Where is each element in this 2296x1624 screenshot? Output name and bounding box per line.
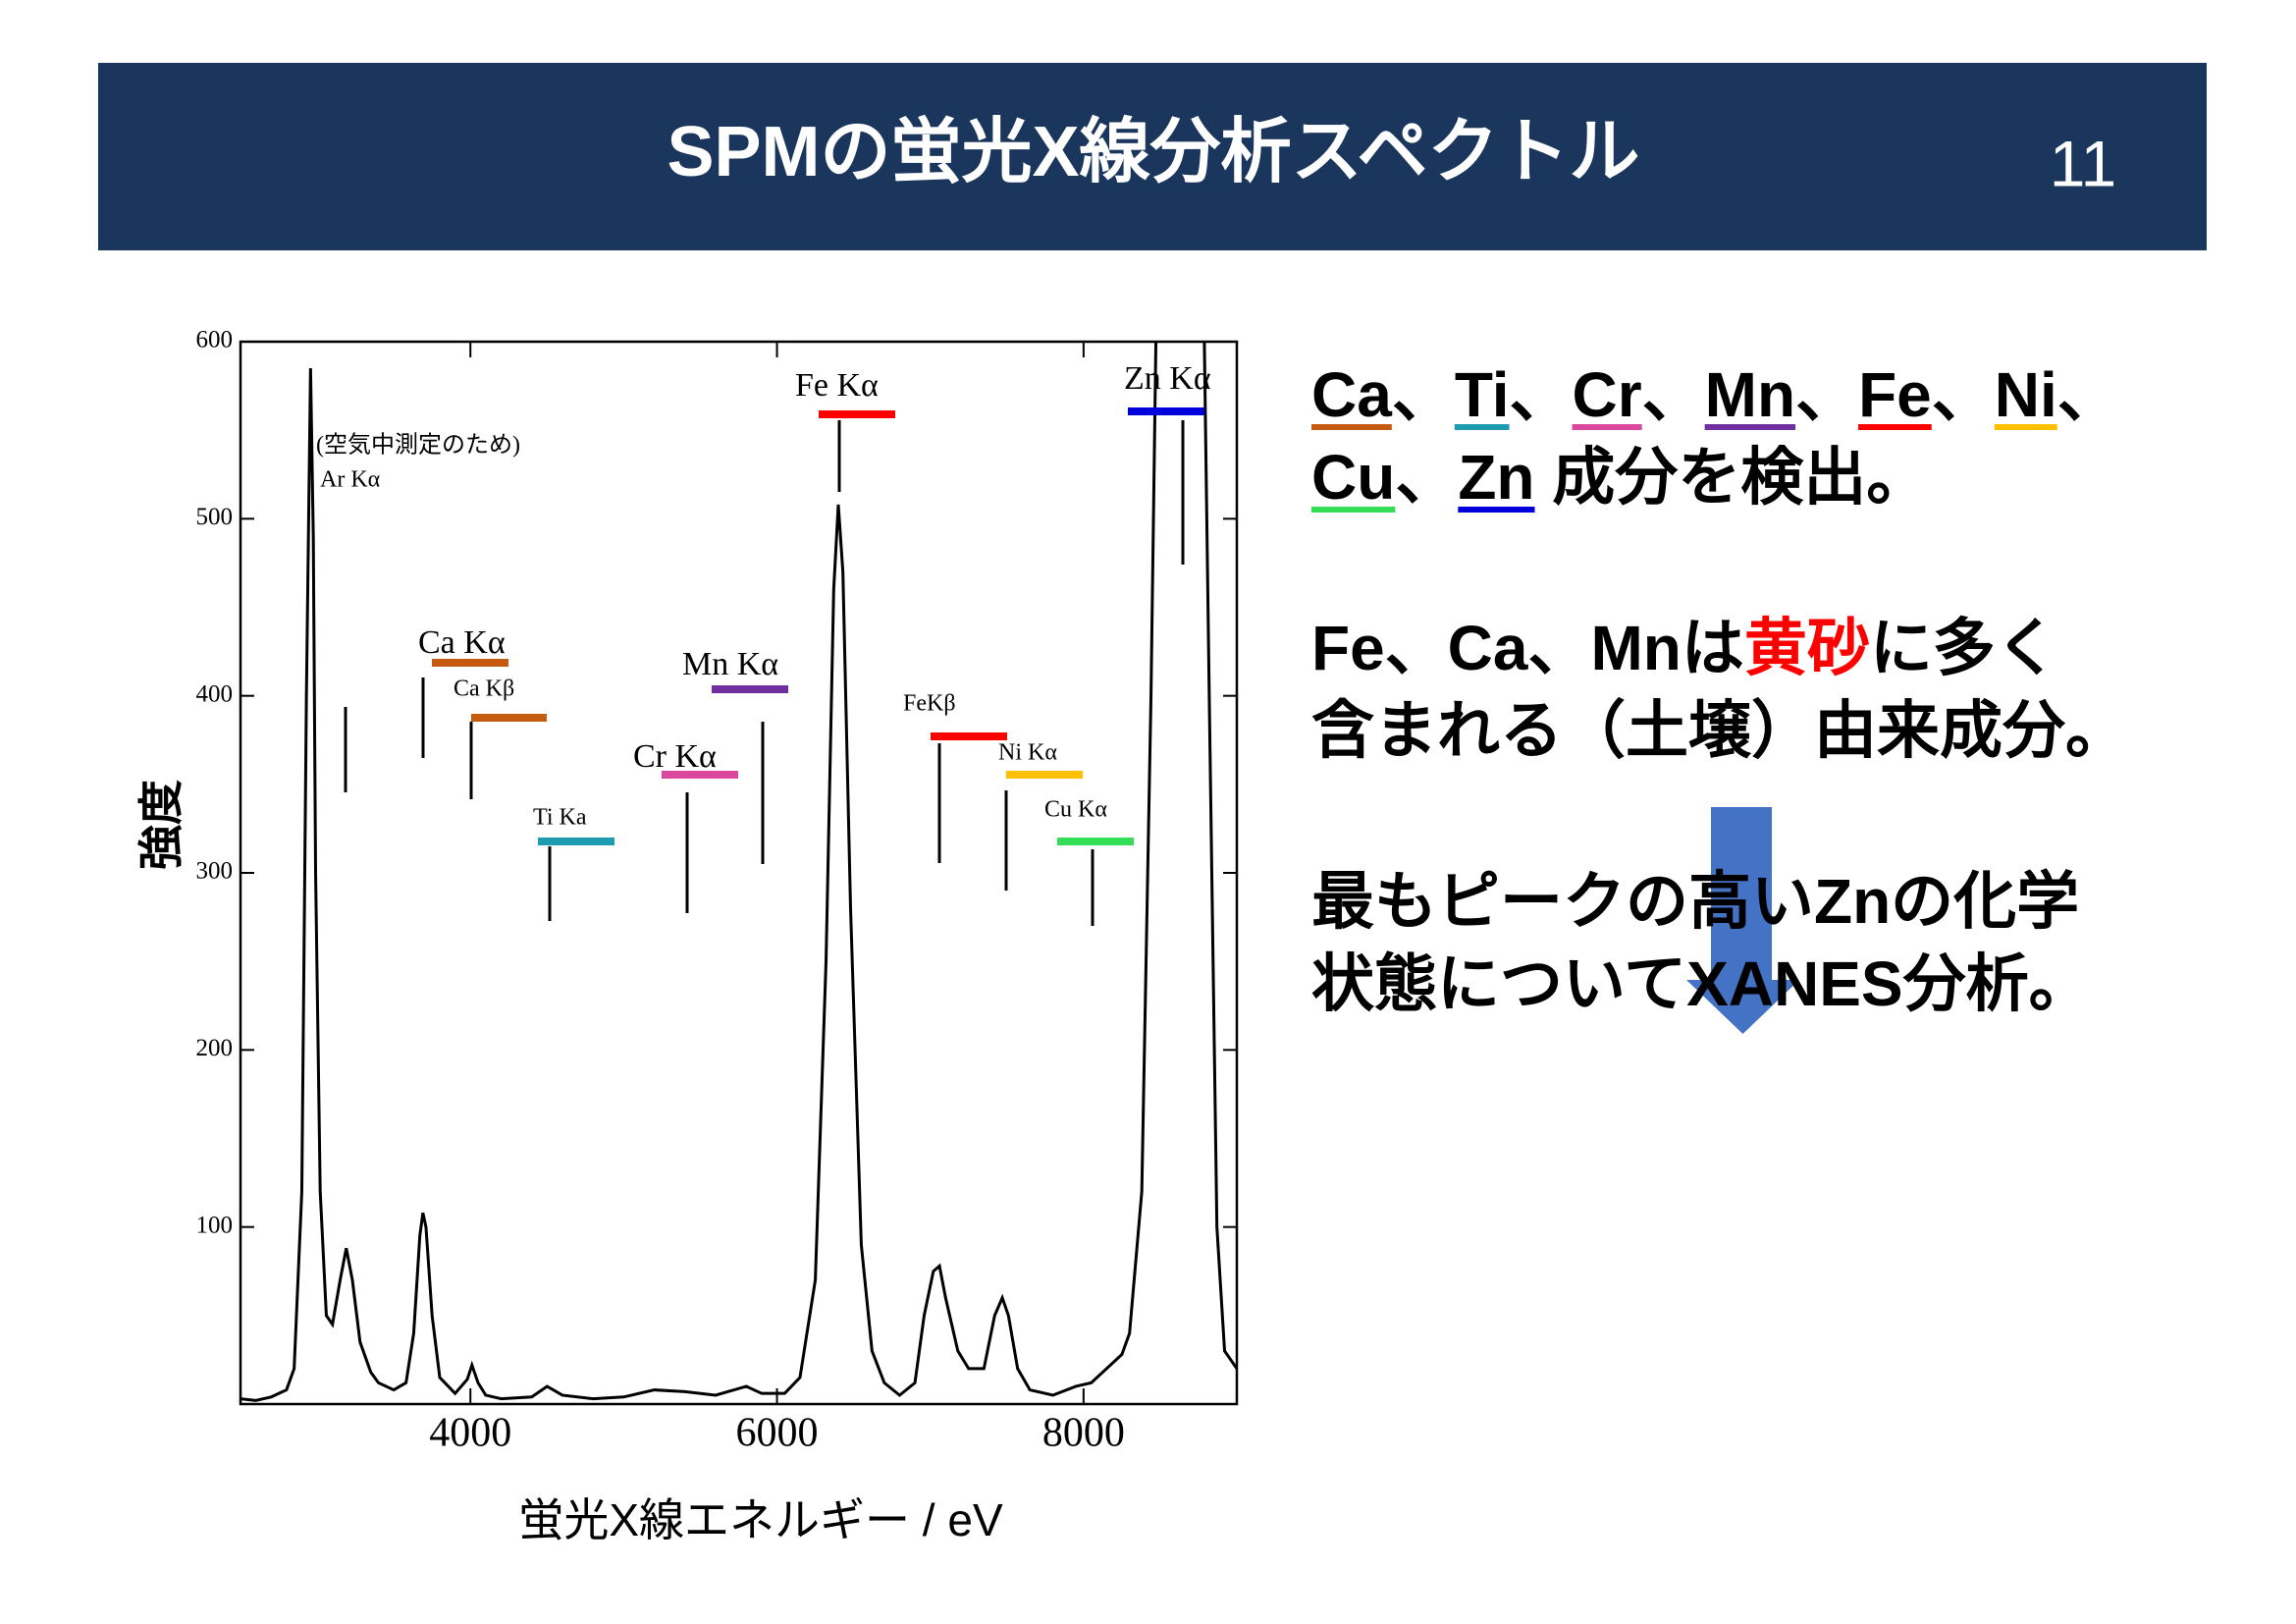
- text-span: 黄砂: [1743, 613, 1870, 683]
- x-axis-label: 蛍光X線エネルギー / eV: [518, 1494, 1003, 1545]
- header-bar: [98, 63, 2207, 250]
- text-span: Fe、Ca、Mnは: [1311, 613, 1744, 683]
- paragraph: Fe、Ca、Mnは黄砂に多く 含まれる（土壌）由来成分。: [1311, 607, 2283, 772]
- text-line: 状態についてXANES分析。: [1311, 943, 2283, 1025]
- text-span: 、: [1931, 359, 1995, 430]
- annotation-label: Ni Kα: [998, 740, 1057, 766]
- text-span: 最もピークの高いZnの化学: [1311, 866, 2080, 937]
- x-tick-label: 8000: [1042, 1411, 1125, 1456]
- text-line: 含まれる（土壌）由来成分。: [1311, 689, 2283, 772]
- text-span: Zn: [1458, 442, 1535, 513]
- text-span: 、: [1795, 359, 1859, 430]
- y-tick-label: 200: [196, 1035, 234, 1061]
- y-tick-label: 600: [196, 327, 234, 353]
- text-span: Ca: [1311, 359, 1392, 430]
- annotation-label: Ca Kα: [418, 624, 506, 661]
- annotation-label: Zn Kα: [1124, 360, 1211, 397]
- text-span: 、: [2056, 359, 2120, 430]
- arrow-shaft: [1711, 807, 1772, 980]
- text-span: 状態についてXANES分析。: [1311, 948, 2092, 1019]
- text-block: Ca、Ti、Cr、Mn、Fe、Ni、 Cu、Zn 成分を検出。 Fe、Ca、Mnは黄…: [1311, 353, 2283, 1113]
- annotation-label: Cu Kα: [1044, 797, 1107, 823]
- paragraph: 最もピークの高いZnの化学 状態についてXANES分析。: [1311, 860, 2283, 1025]
- text-span: に多く: [1869, 613, 2058, 683]
- plot-frame: [239, 340, 1239, 1406]
- annotation-label: (空気中測定のため): [316, 432, 520, 459]
- text-span: 、: [1391, 359, 1455, 430]
- x-tick-label: 4000: [429, 1411, 511, 1456]
- text-line: Ca、Ti、Cr、Mn、Fe、Ni、: [1311, 353, 2283, 436]
- y-tick-label: 500: [196, 504, 234, 530]
- text-span: Cr: [1572, 359, 1642, 430]
- arrow-head: [1686, 980, 1799, 1034]
- text-line: Cu、Zn 成分を検出。: [1311, 436, 2283, 518]
- text-span: Ni: [1994, 359, 2057, 430]
- text-line: 最もピークの高いZnの化学: [1311, 860, 2283, 943]
- annotation-label: Ti Ka: [533, 805, 587, 831]
- page-number: 11: [2050, 127, 2117, 199]
- x-tick-label: 6000: [736, 1411, 819, 1456]
- annotation-label: FeKβ: [903, 691, 956, 717]
- text-span: Cu: [1311, 442, 1396, 513]
- text-span: Ti: [1454, 359, 1510, 430]
- text-span: 、: [1509, 359, 1573, 430]
- y-tick-label: 300: [196, 858, 234, 885]
- text-line: Fe、Ca、Mnは黄砂に多く: [1311, 607, 2283, 689]
- text-span: Fe: [1858, 359, 1932, 430]
- annotation-label: Mn Kα: [682, 646, 778, 682]
- annotation-label: Fe Kα: [795, 367, 879, 404]
- spectrum-line: [240, 342, 1237, 1402]
- text-span: Mn: [1704, 359, 1796, 430]
- y-tick-label: 100: [196, 1212, 234, 1238]
- y-tick-label: 400: [196, 680, 234, 707]
- paragraph: Ca、Ti、Cr、Mn、Fe、Ni、 Cu、Zn 成分を検出。: [1311, 353, 2283, 518]
- slide-title: SPMの蛍光X線分析スペクトル: [667, 113, 1639, 191]
- annotation-label: Cr Kα: [633, 738, 717, 775]
- annotation-label: Ar Kα: [320, 467, 381, 493]
- text-span: 、: [1395, 442, 1459, 513]
- text-span: 成分を検出。: [1534, 442, 1930, 513]
- text-span: 、: [1641, 359, 1705, 430]
- annotation-label: Ca Kβ: [454, 677, 514, 702]
- text-span: 含まれる（土壌）由来成分。: [1311, 695, 2128, 766]
- y-axis-label: 強度: [135, 780, 187, 870]
